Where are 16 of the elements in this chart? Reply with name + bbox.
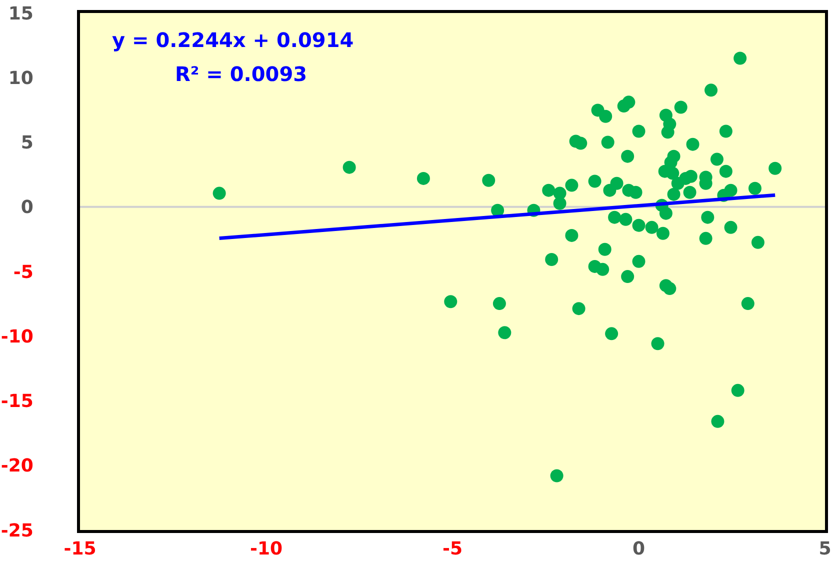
annotation: R² = 0.0093: [175, 62, 308, 86]
x-tick-label: -15: [64, 538, 96, 560]
annotation: y = 0.2244x + 0.0914: [112, 28, 354, 52]
y-tick-label: -25: [0, 520, 34, 542]
y-tick-label: 5: [20, 132, 34, 154]
y-tick-label: 10: [8, 68, 34, 89]
x-tick-label: 5: [818, 538, 832, 560]
x-tick-label: 0: [632, 538, 646, 560]
x-tick-label: -5: [442, 538, 462, 560]
y-tick-label: 0: [20, 197, 34, 218]
y-tick-label: 15: [8, 3, 34, 24]
x-tick-label: -10: [250, 538, 283, 560]
y-tick-label: -10: [0, 326, 34, 348]
y-tick-label: -15: [0, 391, 34, 412]
y-tick-label: -5: [13, 262, 34, 283]
y-tick-label: -20: [0, 456, 34, 477]
